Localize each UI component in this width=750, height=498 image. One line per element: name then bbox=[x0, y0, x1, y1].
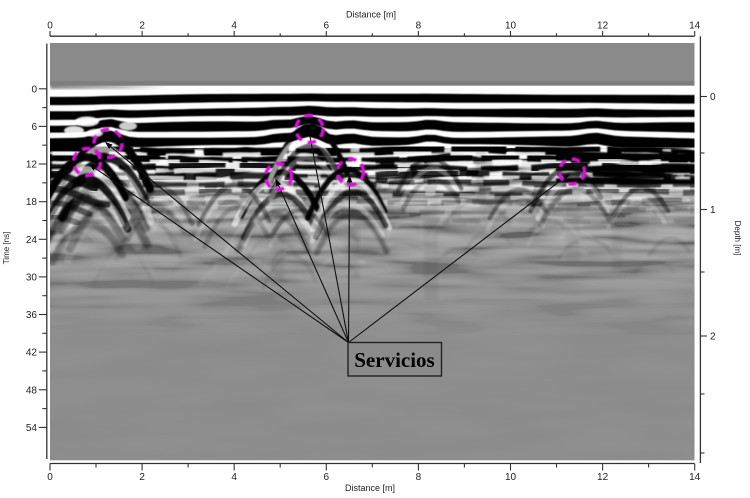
svg-text:48: 48 bbox=[26, 385, 38, 396]
svg-text:6: 6 bbox=[31, 122, 37, 133]
svg-text:6: 6 bbox=[324, 472, 330, 483]
svg-text:12: 12 bbox=[26, 160, 38, 171]
svg-text:10: 10 bbox=[505, 21, 517, 32]
svg-text:2: 2 bbox=[139, 472, 145, 483]
svg-text:36: 36 bbox=[26, 310, 38, 321]
svg-text:Servicios: Servicios bbox=[354, 348, 434, 372]
svg-text:14: 14 bbox=[689, 21, 701, 32]
svg-text:10: 10 bbox=[505, 472, 517, 483]
svg-text:1: 1 bbox=[710, 205, 716, 216]
svg-text:Depth [m]: Depth [m] bbox=[733, 221, 742, 256]
svg-text:24: 24 bbox=[26, 235, 38, 246]
svg-text:8: 8 bbox=[416, 21, 422, 32]
svg-text:6: 6 bbox=[324, 21, 330, 32]
svg-text:Distance [m]: Distance [m] bbox=[345, 483, 395, 493]
svg-text:4: 4 bbox=[231, 472, 237, 483]
svg-text:42: 42 bbox=[26, 348, 38, 359]
svg-text:0: 0 bbox=[47, 21, 53, 32]
svg-text:2: 2 bbox=[710, 332, 716, 343]
svg-text:4: 4 bbox=[231, 21, 237, 32]
svg-text:14: 14 bbox=[689, 472, 701, 483]
svg-text:18: 18 bbox=[26, 197, 38, 208]
svg-text:Distance [m]: Distance [m] bbox=[346, 10, 396, 20]
svg-text:8: 8 bbox=[416, 472, 422, 483]
svg-text:30: 30 bbox=[26, 272, 38, 283]
svg-text:0: 0 bbox=[47, 472, 53, 483]
svg-text:2: 2 bbox=[139, 21, 145, 32]
svg-text:12: 12 bbox=[597, 21, 609, 32]
svg-text:Time [ns]: Time [ns] bbox=[2, 232, 11, 265]
svg-text:12: 12 bbox=[597, 472, 609, 483]
svg-text:0: 0 bbox=[710, 92, 716, 103]
svg-text:0: 0 bbox=[31, 84, 37, 95]
svg-text:54: 54 bbox=[26, 423, 38, 434]
